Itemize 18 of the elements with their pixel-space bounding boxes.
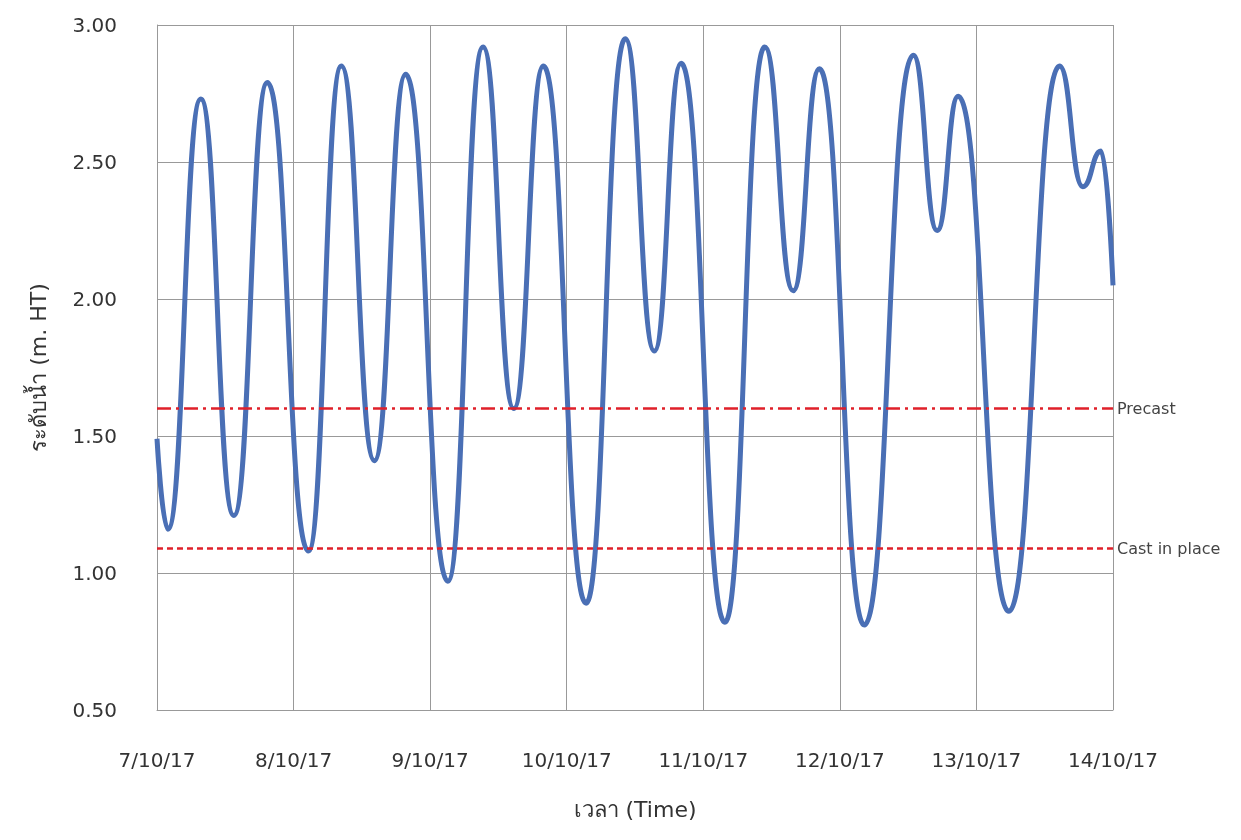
- y-tick-label: 3.00: [72, 13, 117, 37]
- x-tick-label: 12/10/17: [794, 748, 885, 772]
- y-tick-label: 1.50: [72, 424, 117, 448]
- y-tick-label: 2.00: [72, 287, 117, 311]
- ref-line-label: Cast in place: [1117, 538, 1221, 558]
- x-tick-label: 7/10/17: [118, 748, 196, 772]
- x-tick-label: 11/10/17: [658, 748, 749, 772]
- x-tick-label: 9/10/17: [391, 748, 469, 772]
- ref-line-label: Precast: [1117, 399, 1176, 419]
- x-tick-label: 14/10/17: [1068, 748, 1158, 772]
- x-tick-label: 10/10/17: [521, 748, 612, 772]
- x-tick-label: 13/10/17: [931, 748, 1022, 772]
- y-axis-title: ระดับน้ำ (m. HT): [22, 283, 51, 452]
- y-tick-label: 1.00: [72, 561, 117, 585]
- y-tick-label: 0.50: [72, 698, 117, 722]
- x-axis-title: เวลา (Time): [573, 796, 697, 822]
- x-tick-label: 8/10/17: [255, 748, 333, 772]
- y-tick-label: 2.50: [72, 150, 117, 174]
